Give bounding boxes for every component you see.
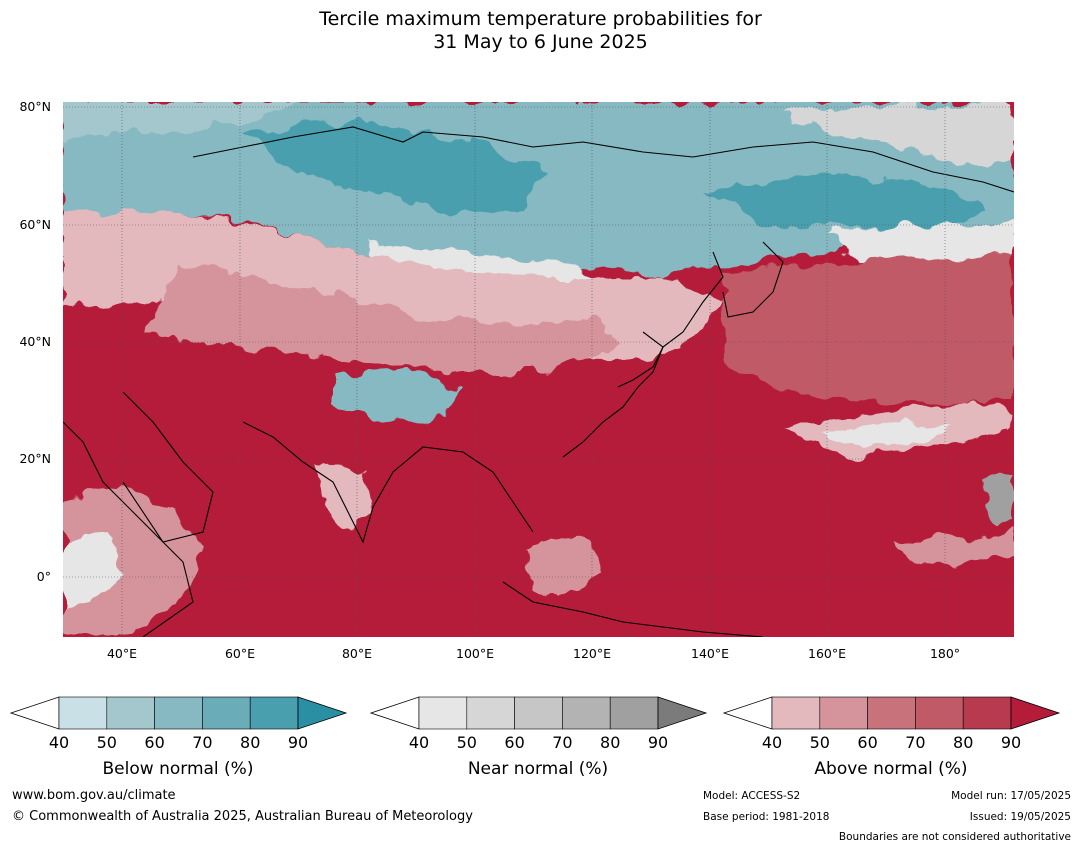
lon-label-100e: 100°E	[455, 646, 495, 661]
colorbar-near-normal-low-triangle	[370, 696, 420, 730]
colorbar-below-tick: 80	[240, 733, 261, 752]
lat-label-40n: 40°N	[19, 334, 51, 349]
footer-model-run: Model run: 17/05/2025	[951, 790, 1071, 802]
colorbar-below-tick: 50	[96, 733, 117, 752]
colorbar-below-cell	[249, 696, 299, 730]
colorbar-below-cell	[154, 696, 203, 730]
lon-label-40e: 40°E	[106, 646, 138, 661]
region-north-pacific-above	[723, 252, 1014, 402]
region-east-africa-light	[63, 532, 123, 612]
coastline-south-asia	[242, 421, 534, 544]
lon-label-80e: 80°E	[341, 646, 373, 661]
region-near-normal-far-east	[783, 102, 1014, 162]
region-siberia-strong-below	[243, 122, 543, 212]
colorbar-above-normal-low-triangle	[723, 696, 773, 730]
region-south-asia-light	[313, 462, 373, 532]
colorbar-above-cell	[962, 696, 1012, 730]
colorbar-below-normal-low-triangle	[10, 696, 60, 730]
colorbar-below-tick: 60	[144, 733, 165, 752]
footer-copyright: © Commonwealth of Australia 2025, Austra…	[12, 809, 473, 824]
colorbar-near-normal-cells	[418, 696, 659, 730]
lon-label-120e: 120°E	[572, 646, 612, 661]
colorbar-near-cell	[609, 696, 659, 730]
colorbar-below-tick: 70	[192, 733, 213, 752]
footer-model: Model: ACCESS-S2	[703, 790, 801, 802]
region-east-africa-mix	[63, 482, 203, 637]
colorbar-near-tick: 40	[408, 733, 430, 752]
region-midlat-medium-above	[143, 262, 623, 372]
region-pacific-near-normal-east	[983, 472, 1014, 522]
coastline-africa-horn	[122, 481, 194, 637]
colorbar-below-tick: 90	[287, 733, 309, 752]
map-title-line1: Tercile maximum temperature probabilitie…	[319, 8, 762, 30]
coastline-japan	[617, 331, 664, 388]
region-borneo-mix	[523, 532, 603, 602]
region-east-siberia-below	[703, 172, 983, 232]
colorbar-near-tick: 70	[552, 733, 573, 752]
lat-label-20n: 20°N	[19, 451, 51, 466]
lat-label-80n: 80°N	[19, 99, 51, 114]
region-tibet-below	[333, 372, 463, 422]
colorbar-near-tick: 90	[647, 733, 669, 752]
colorbar-below-normal-cells	[58, 696, 299, 730]
footer-disclaimer: Boundaries are not considered authoritat…	[838, 831, 1071, 843]
lat-label-0: 0°	[36, 569, 51, 584]
map-title-line2: 31 May to 6 June 2025	[433, 31, 648, 53]
colorbar-above-tick: 70	[905, 733, 926, 752]
map-title: Tercile maximum temperature probabilitie…	[0, 8, 1081, 54]
lon-label-60e: 60°E	[224, 646, 256, 661]
colorbar-above-tick: 90	[1000, 733, 1022, 752]
colorbar-near-tick: 80	[600, 733, 621, 752]
colorbar-above-normal-high-triangle	[1010, 696, 1061, 730]
footer-base-period: Base period: 1981-2018	[703, 811, 830, 823]
colorbar-above-tick: 80	[953, 733, 974, 752]
colorbar-below-cell	[58, 696, 108, 730]
colorbar-above-cell	[915, 696, 964, 730]
colorbar-above-normal-label: Above normal (%)	[814, 759, 968, 779]
coastline-arctic	[192, 126, 1014, 193]
colorbar-above-tick: 50	[809, 733, 830, 752]
colorbar-above-tick: 40	[761, 733, 783, 752]
colorbar-near-tick: 50	[456, 733, 477, 752]
colorbar-near-normal-label: Near normal (%)	[467, 759, 609, 779]
region-pacific-band-2	[823, 422, 953, 447]
region-pacific-band-3	[893, 532, 1014, 567]
colorbar-near-normal	[370, 696, 708, 730]
colorbar-below-tick: 40	[48, 733, 70, 752]
colorbar-above-normal-cells	[771, 696, 1012, 730]
colorbar-above-cell	[867, 696, 916, 730]
lon-label-160e: 160°E	[807, 646, 847, 661]
coastline-kamchatka	[722, 241, 784, 318]
lon-label-140e: 140°E	[690, 646, 730, 661]
colorbar-near-normal-high-triangle	[657, 696, 708, 730]
region-arctic-light-below	[63, 102, 303, 142]
colorbar-near-cell	[466, 696, 515, 730]
colorbar-below-cell	[202, 696, 251, 730]
coastline-arabia	[63, 391, 214, 543]
colorbar-below-normal-high-triangle	[297, 696, 348, 730]
lon-label-180: 180°	[929, 646, 961, 661]
coastline-east-asia	[562, 251, 724, 458]
colorbar-above-cell	[771, 696, 821, 730]
footer-website: www.bom.gov.au/climate	[12, 788, 176, 803]
probability-map	[63, 102, 1014, 637]
lat-label-60n: 60°N	[19, 217, 51, 232]
footer-issued: Issued: 19/05/2025	[969, 811, 1071, 823]
colorbar-near-cell	[562, 696, 611, 730]
colorbar-near-tick: 60	[504, 733, 525, 752]
colorbar-below-normal-label: Below normal (%)	[102, 759, 254, 779]
colorbar-below-normal	[10, 696, 348, 730]
colorbar-above-tick: 60	[857, 733, 878, 752]
coastline-maritime	[502, 581, 764, 637]
colorbar-near-cell	[418, 696, 468, 730]
colorbar-above-normal	[723, 696, 1061, 730]
colorbar-near-cell	[514, 696, 563, 730]
colorbar-below-cell	[106, 696, 155, 730]
colorbar-above-cell	[819, 696, 868, 730]
